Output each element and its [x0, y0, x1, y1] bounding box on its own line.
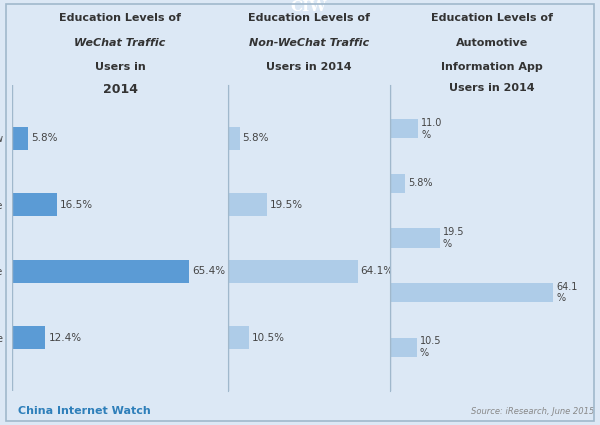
Text: Information App: Information App: [441, 62, 543, 72]
Bar: [390, 174, 405, 193]
Text: 16.5%: 16.5%: [60, 200, 93, 210]
Text: 5.8%: 5.8%: [31, 133, 58, 143]
Text: 12.4%: 12.4%: [49, 333, 82, 343]
Text: 2014: 2014: [103, 83, 137, 96]
Text: 5.8%: 5.8%: [242, 133, 269, 143]
Text: WeChat Traffic: WeChat Traffic: [74, 38, 166, 48]
Text: 65.4%: 65.4%: [192, 266, 225, 276]
Bar: [12, 127, 28, 150]
Text: Education Levels of: Education Levels of: [248, 13, 370, 23]
Text: Source: iResearch, June 2015: Source: iResearch, June 2015: [470, 408, 594, 416]
Bar: [390, 229, 440, 247]
Bar: [390, 338, 417, 357]
Bar: [228, 260, 358, 283]
Text: Automotive: Automotive: [456, 38, 528, 48]
Bar: [228, 193, 268, 216]
Bar: [12, 193, 56, 216]
Text: 5.8%: 5.8%: [408, 178, 433, 188]
Text: 19.5%: 19.5%: [270, 200, 303, 210]
Bar: [12, 260, 188, 283]
Bar: [390, 119, 418, 138]
Text: Users in 2014: Users in 2014: [449, 83, 535, 93]
Text: 64.1%: 64.1%: [360, 266, 394, 276]
Text: 11.0
%: 11.0 %: [421, 118, 442, 139]
Bar: [390, 283, 553, 302]
Text: Users in: Users in: [95, 62, 145, 72]
Text: 64.1
%: 64.1 %: [557, 282, 578, 303]
Text: 19.5
%: 19.5 %: [443, 227, 464, 249]
Bar: [228, 127, 240, 150]
Text: Education Levels of: Education Levels of: [59, 13, 181, 23]
Text: China Internet Watch: China Internet Watch: [18, 406, 151, 416]
Text: CIW: CIW: [291, 0, 327, 14]
Bar: [228, 326, 249, 349]
Text: Users in 2014: Users in 2014: [266, 62, 352, 72]
Text: 10.5
%: 10.5 %: [420, 337, 442, 358]
Text: Non-WeChat Traffic: Non-WeChat Traffic: [249, 38, 369, 48]
Text: 10.5%: 10.5%: [251, 333, 284, 343]
Text: Education Levels of: Education Levels of: [431, 13, 553, 23]
Bar: [12, 326, 46, 349]
